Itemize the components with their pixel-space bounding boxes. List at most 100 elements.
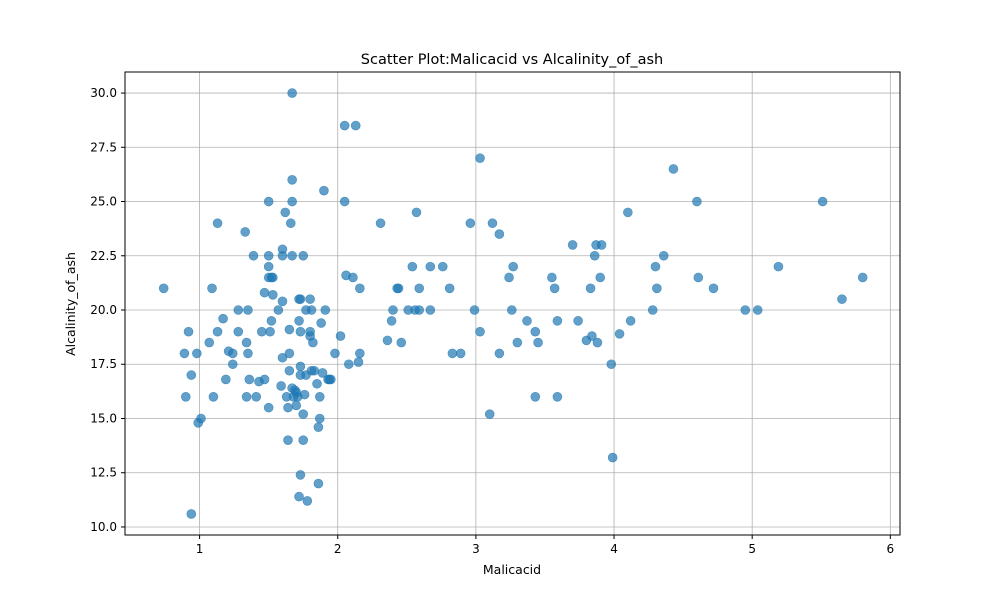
data-point: [592, 337, 603, 348]
data-point: [313, 478, 324, 489]
data-point: [312, 378, 322, 389]
data-point: [425, 261, 436, 272]
data-point: [494, 229, 505, 239]
data-point: [407, 261, 418, 272]
data-point: [276, 381, 286, 391]
data-point: [295, 361, 306, 372]
data-point: [227, 359, 238, 370]
data-point: [585, 283, 596, 294]
data-point: [552, 316, 563, 326]
x-tick-label: 1: [196, 542, 204, 556]
data-point: [204, 337, 215, 348]
data-point: [668, 164, 679, 174]
data-point: [414, 283, 425, 294]
data-point: [414, 305, 425, 315]
data-point: [243, 305, 253, 315]
data-point: [437, 261, 448, 272]
data-point: [314, 391, 325, 402]
data-point: [330, 348, 340, 359]
data-point: [465, 218, 476, 229]
y-tick-label: 17.5: [90, 357, 117, 371]
data-point: [244, 374, 255, 385]
data-point: [837, 294, 847, 304]
data-point: [316, 318, 326, 328]
data-point: [298, 409, 309, 419]
y-tick-label: 15.0: [90, 411, 117, 425]
chart-title: Scatter Plot:Malicacid vs Alcalinity_of_…: [361, 52, 663, 68]
data-point: [263, 402, 274, 413]
data-point: [283, 435, 293, 445]
data-point: [533, 337, 543, 348]
data-point: [606, 359, 617, 370]
data-point: [647, 305, 658, 315]
y-axis-ticks: 10.0 12.5 15.0 17.5 20.0 22.5 25.0 27.5 30.0: [90, 86, 125, 534]
data-point: [388, 305, 398, 315]
data-point: [469, 305, 480, 315]
data-point: [192, 348, 202, 359]
data-point: [287, 88, 297, 98]
data-point: [302, 496, 313, 506]
data-point: [283, 402, 293, 413]
data-point: [339, 120, 350, 131]
data-point: [444, 283, 455, 294]
data-point: [614, 329, 625, 339]
data-point: [280, 207, 291, 218]
data-point: [233, 305, 244, 315]
data-point: [284, 365, 295, 376]
data-point: [266, 316, 277, 326]
data-point: [208, 391, 219, 402]
grid: [125, 72, 900, 535]
data-point: [857, 272, 868, 283]
data-point: [294, 316, 304, 326]
data-point: [386, 316, 397, 326]
data-point: [512, 337, 523, 348]
y-tick-label: 30.0: [90, 86, 117, 100]
data-point: [355, 283, 365, 294]
data-point: [251, 391, 262, 402]
data-point: [549, 283, 560, 294]
data-point: [320, 305, 331, 315]
y-tick-label: 20.0: [90, 303, 117, 317]
data-point: [504, 272, 514, 283]
x-tick-label: 2: [334, 542, 342, 556]
data-point: [396, 337, 407, 348]
data-point: [375, 218, 386, 229]
data-point: [411, 207, 422, 218]
data-point: [595, 272, 606, 283]
data-point: [475, 326, 485, 337]
data-point: [263, 250, 274, 261]
data-point: [522, 316, 532, 326]
data-point: [186, 509, 197, 519]
y-axis-label: Alcalinity_of_ash: [63, 252, 78, 356]
data-point: [353, 357, 364, 367]
data-point: [277, 296, 288, 307]
data-point: [263, 261, 274, 272]
data-point: [339, 196, 350, 207]
data-point: [350, 120, 361, 131]
plot-area-frame: [124, 71, 901, 536]
data-point: [295, 326, 306, 337]
data-point: [455, 348, 466, 359]
data-point: [277, 244, 288, 255]
data-point: [343, 359, 354, 370]
x-tick-label: 4: [610, 542, 618, 556]
data-point: [692, 196, 702, 207]
data-point: [326, 374, 336, 385]
data-point: [309, 365, 320, 376]
data-point: [393, 283, 404, 294]
data-point: [625, 316, 636, 326]
x-tick-label: 3: [472, 542, 480, 556]
data-point: [652, 283, 662, 294]
data-point: [313, 422, 324, 432]
data-point: [317, 368, 328, 378]
data-point: [268, 272, 278, 283]
y-tick-label: 12.5: [90, 466, 117, 480]
data-point: [740, 305, 751, 315]
y-tick-label: 22.5: [90, 249, 117, 263]
y-tick-label: 25.0: [90, 195, 117, 209]
data-point: [484, 409, 495, 419]
data-point: [508, 261, 518, 272]
data-points: [158, 88, 868, 519]
data-point: [294, 491, 304, 502]
